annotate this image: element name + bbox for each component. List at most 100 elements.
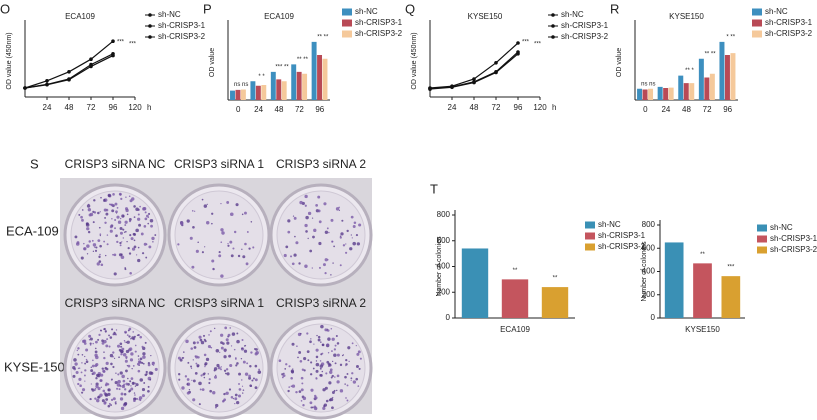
colony	[103, 198, 106, 201]
colony	[135, 383, 139, 387]
colony	[331, 374, 334, 378]
colony	[335, 207, 340, 211]
colony	[301, 368, 305, 371]
colony	[138, 358, 140, 360]
colony	[241, 248, 243, 250]
colony	[317, 338, 321, 342]
colony	[290, 385, 293, 388]
colony	[244, 211, 247, 215]
colony	[344, 375, 347, 379]
colony	[116, 383, 121, 387]
colony	[112, 351, 115, 354]
colony	[130, 385, 132, 387]
colony	[178, 378, 181, 381]
colony	[124, 220, 128, 224]
colony	[204, 363, 207, 366]
colony	[283, 253, 287, 258]
colony	[357, 385, 360, 387]
colony	[187, 361, 190, 364]
colony	[113, 357, 116, 359]
colony	[310, 388, 314, 392]
annotation: ** **	[317, 34, 329, 40]
y-tick-label: 0	[651, 313, 656, 322]
colony	[105, 361, 109, 365]
colony	[94, 387, 97, 390]
colony	[350, 215, 354, 219]
colony	[336, 342, 340, 345]
legend-label: sh-CRISP3-1	[355, 18, 403, 27]
x-tick-label: 72	[295, 105, 304, 114]
colony	[186, 391, 190, 395]
colony	[117, 379, 121, 384]
colony	[242, 255, 246, 259]
colony	[105, 212, 109, 216]
colony	[224, 326, 228, 330]
colony	[152, 361, 155, 364]
colony	[92, 210, 95, 214]
colony	[350, 379, 352, 381]
colony	[121, 374, 125, 379]
colony	[315, 369, 319, 373]
legend-swatch	[585, 221, 595, 229]
colony	[104, 216, 107, 219]
colony	[251, 379, 254, 382]
colony	[90, 383, 92, 385]
colony	[177, 356, 181, 360]
colony	[186, 378, 190, 381]
x-axis-label: ECA109	[500, 325, 530, 334]
bar	[730, 53, 736, 100]
colony	[94, 389, 96, 392]
colony	[327, 362, 331, 366]
colony	[303, 357, 307, 361]
colony	[234, 393, 238, 397]
colony	[216, 363, 220, 368]
colony	[133, 239, 136, 242]
y-tick-label: 400	[642, 267, 656, 276]
colony	[309, 373, 313, 376]
colony	[124, 224, 127, 227]
colony	[106, 383, 110, 386]
colony	[120, 345, 123, 348]
column-header: CRISP3 siRNA NC	[65, 157, 166, 171]
colony	[85, 358, 88, 361]
colony	[237, 254, 241, 258]
legend-label: sh-NC	[355, 7, 378, 16]
colony	[238, 383, 240, 385]
annotation: ***	[522, 40, 530, 46]
colony	[103, 351, 105, 353]
colony	[180, 221, 184, 226]
chart-title: ECA109	[264, 12, 294, 21]
colony	[106, 234, 109, 236]
row-label: ECA-109	[6, 223, 59, 238]
colony	[148, 245, 152, 249]
colony	[311, 406, 314, 409]
colony	[119, 227, 123, 231]
colony	[314, 396, 318, 400]
colony	[99, 379, 103, 383]
colony	[233, 230, 237, 234]
colony	[347, 346, 351, 350]
colony	[122, 352, 127, 357]
colony	[104, 368, 107, 370]
colony	[95, 382, 99, 386]
colony	[131, 367, 133, 370]
annotation: **	[513, 268, 518, 274]
colony	[206, 203, 208, 205]
colony	[80, 371, 83, 374]
bar	[250, 81, 256, 100]
colony	[356, 242, 361, 246]
colony	[137, 246, 140, 249]
colony	[220, 346, 224, 350]
colony	[220, 333, 224, 337]
colony	[242, 392, 244, 394]
colony	[194, 371, 198, 375]
colony	[192, 379, 196, 383]
colony	[226, 372, 230, 376]
colony	[141, 387, 146, 392]
colony	[97, 211, 100, 215]
x-tick-label: 24	[661, 105, 670, 114]
colony	[96, 398, 100, 403]
colony	[125, 382, 129, 386]
colony	[353, 221, 357, 225]
colony	[234, 403, 236, 405]
